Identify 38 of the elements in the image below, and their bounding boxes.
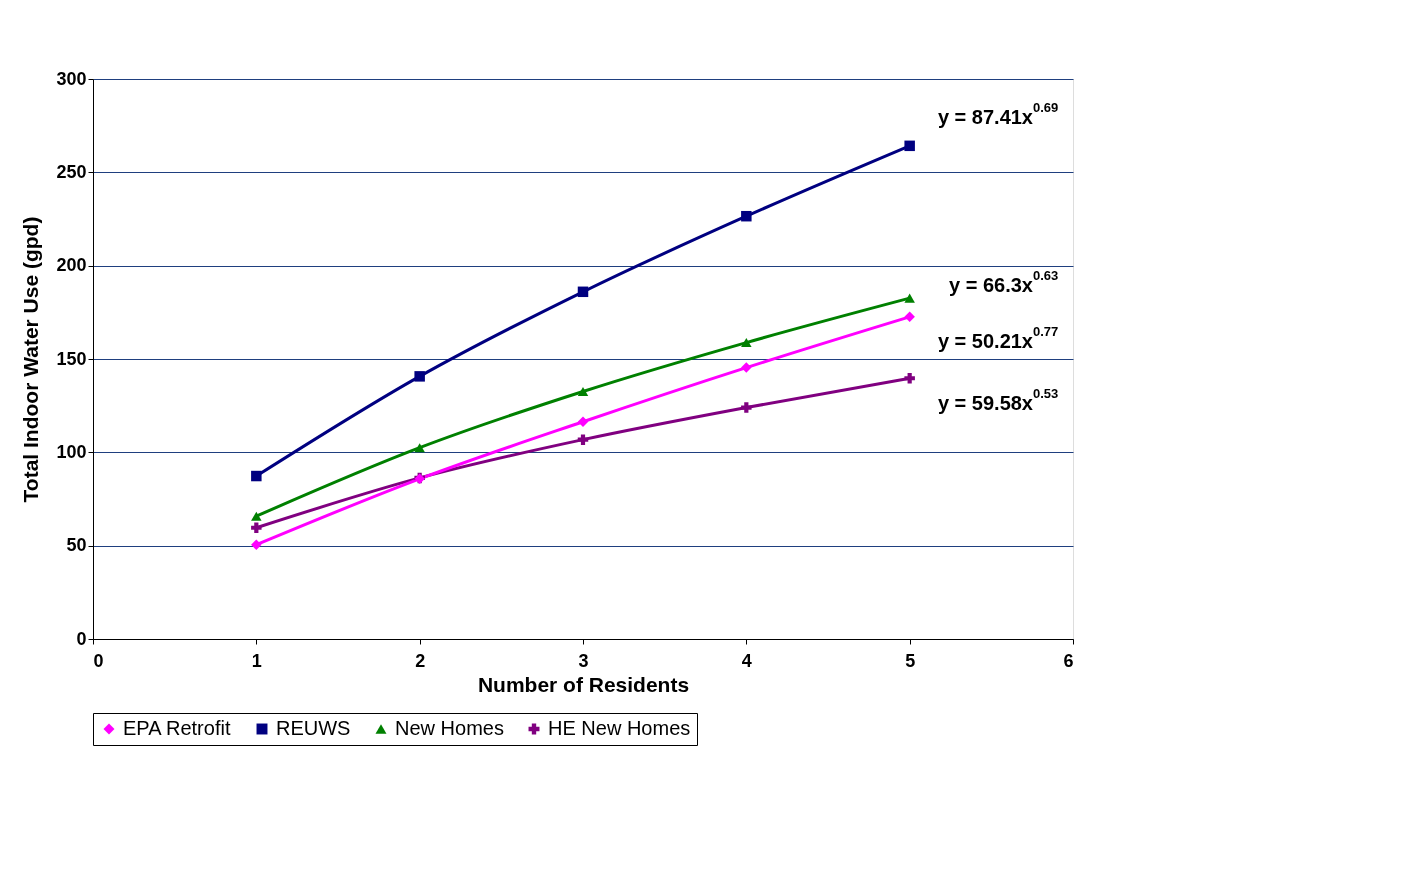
- x-tick-label: 4: [741, 650, 752, 671]
- point: [904, 140, 915, 152]
- legend-label: EPA Retrofit: [123, 717, 231, 739]
- point: [904, 372, 915, 384]
- point: [251, 470, 262, 482]
- legend-label: REUWS: [276, 717, 351, 739]
- legend-label: HE New Homes: [548, 717, 691, 739]
- x-axis-title: Number of Residents: [477, 672, 690, 696]
- y-tick-label: 0: [76, 628, 87, 649]
- point: [904, 293, 915, 303]
- x-tick-label: 6: [1063, 650, 1074, 671]
- x-tick-label: 0: [93, 650, 104, 671]
- y-tick-label: 100: [56, 441, 87, 462]
- point: [251, 539, 262, 550]
- point: [741, 402, 752, 413]
- y-tick-label: 200: [56, 255, 87, 276]
- x-tick-label: 1: [251, 650, 262, 671]
- point: [251, 511, 262, 521]
- x-tick-label: 2: [415, 650, 426, 671]
- point: [741, 338, 752, 348]
- point: [904, 311, 915, 323]
- point: [577, 434, 589, 445]
- x-tick-label: 3: [578, 650, 589, 671]
- y-tick-label: 150: [56, 348, 87, 369]
- point: [577, 416, 589, 427]
- x-tick-label: 5: [905, 650, 916, 671]
- legend-label: New Homes: [395, 717, 504, 739]
- point: [414, 371, 425, 382]
- point: [414, 443, 425, 453]
- y-tick-label: 50: [66, 535, 87, 556]
- point: [577, 286, 589, 298]
- y-tick-label: 250: [56, 161, 87, 182]
- point: [741, 210, 752, 222]
- point: [251, 522, 262, 533]
- point: [577, 386, 589, 397]
- y-axis-title: Total Indoor Water Use (gpd): [19, 216, 43, 503]
- y-tick-label: 300: [56, 68, 87, 89]
- point: [741, 362, 752, 373]
